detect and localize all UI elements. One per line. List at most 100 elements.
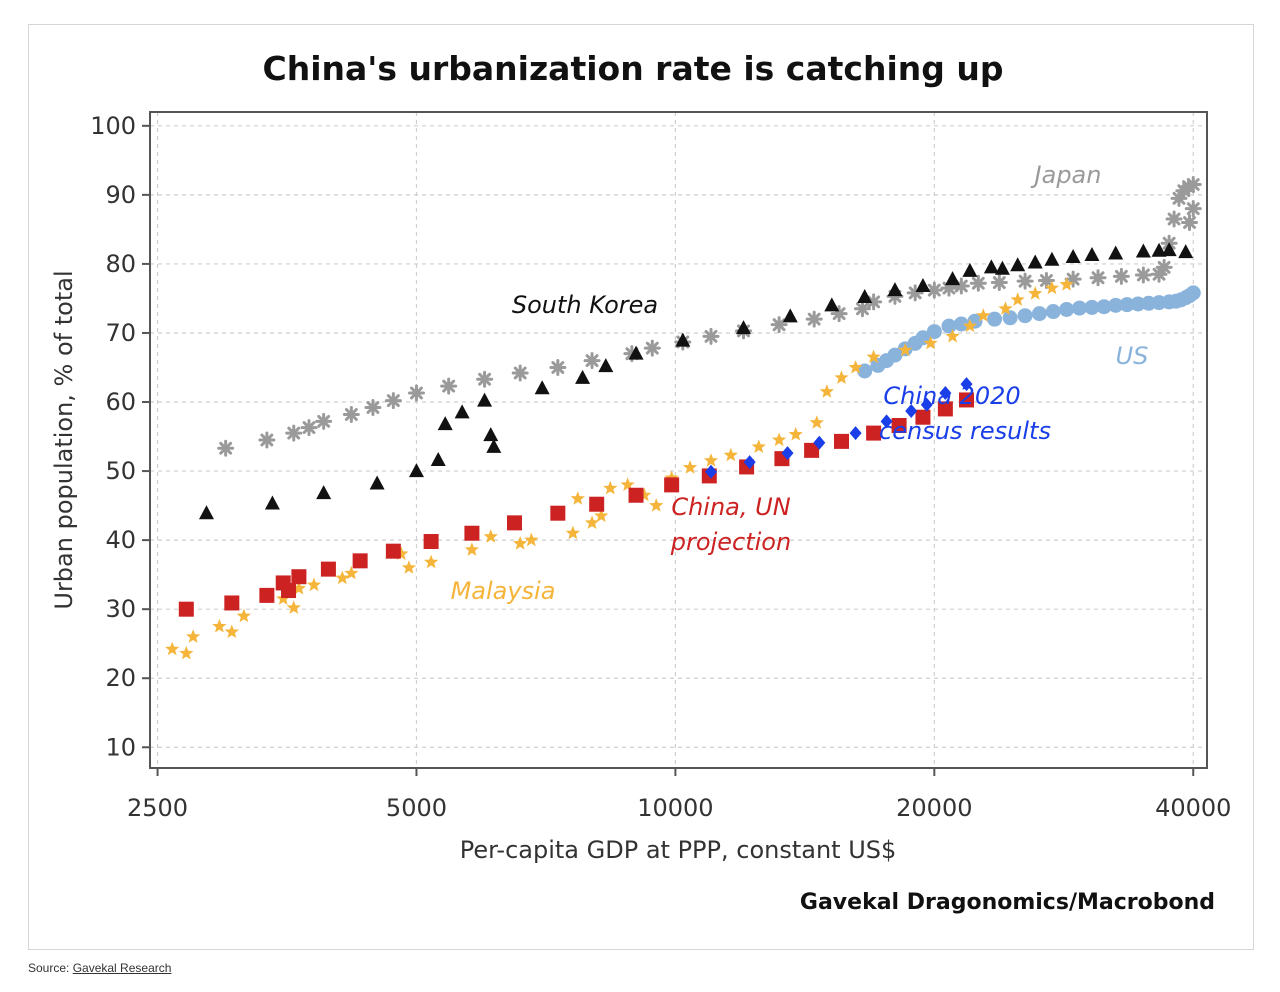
data-point: [300, 419, 318, 437]
series-label: China 2020: [883, 382, 1020, 410]
data-point: [570, 491, 585, 505]
data-point: [664, 470, 679, 484]
data-point: [575, 369, 591, 384]
series-malaysia: [165, 277, 1074, 660]
data-point: [1108, 245, 1124, 260]
data-point: [565, 525, 580, 540]
data-point: [781, 446, 794, 461]
data-point: [959, 392, 975, 408]
y-tick-label: 20: [105, 664, 136, 692]
data-point: [1096, 299, 1112, 315]
data-point: [1180, 213, 1198, 231]
data-point: [1130, 296, 1146, 312]
data-point: [589, 496, 605, 512]
data-point: [743, 455, 756, 470]
series-labels: Japan South Korea US China 2020 census resul…: [451, 161, 1149, 605]
chart-frame: [28, 24, 1254, 950]
data-point: [1178, 244, 1194, 259]
x-tick-label: 20000: [896, 794, 972, 822]
series-label: South Korea: [512, 291, 658, 319]
axis-ticks: 10 20 30 40 50 60 70 80 90 100 2500 5000 10000 20000 4…: [90, 112, 1231, 822]
data-point: [464, 542, 479, 556]
data-point: [483, 529, 498, 543]
data-point: [483, 427, 499, 442]
data-point: [286, 600, 301, 614]
data-point: [550, 505, 566, 521]
data-point: [179, 645, 194, 660]
data-point: [1059, 277, 1074, 291]
data-point: [804, 442, 820, 458]
data-point: [394, 546, 409, 560]
y-tick-label: 80: [105, 250, 136, 278]
data-point: [598, 358, 614, 373]
data-point: [1184, 200, 1202, 218]
data-point: [281, 583, 297, 599]
data-point: [960, 377, 973, 392]
data-point: [1010, 257, 1026, 272]
data-point: [865, 293, 883, 311]
data-point: [506, 515, 522, 531]
data-point: [1031, 306, 1047, 322]
data-point: [1150, 265, 1168, 283]
data-point: [1027, 254, 1043, 269]
data-point: [887, 282, 903, 297]
data-point: [1084, 246, 1100, 261]
data-point: [920, 397, 933, 412]
data-point: [770, 316, 788, 334]
x-tick-label: 40000: [1155, 794, 1231, 822]
data-point: [384, 392, 402, 410]
data-point: [1010, 292, 1025, 306]
y-tick-label: 30: [105, 595, 136, 623]
series-us: [857, 285, 1201, 379]
data-point: [703, 453, 719, 467]
data-point: [476, 370, 494, 388]
data-point: [369, 475, 385, 490]
data-point: [291, 581, 306, 595]
data-point: [736, 320, 752, 335]
y-tick-label: 60: [105, 388, 136, 416]
series-china-2020-census-results: [705, 377, 973, 479]
data-point: [702, 327, 720, 345]
y-tick-label: 50: [105, 457, 136, 485]
data-point: [259, 587, 275, 603]
data-point: [198, 505, 214, 520]
data-point: [1016, 272, 1034, 290]
data-point: [945, 328, 960, 343]
data-point: [751, 439, 766, 453]
data-point: [1065, 249, 1081, 264]
data-point: [866, 425, 882, 441]
data-point: [664, 477, 680, 493]
data-point: [987, 311, 1003, 327]
data-point: [316, 485, 332, 500]
x-axis-label: Per-capita GDP at PPP, constant US$: [460, 836, 897, 864]
data-point: [1112, 267, 1130, 285]
data-point: [849, 426, 862, 441]
data-point: [819, 384, 834, 398]
data-point: [454, 404, 470, 419]
data-point: [675, 332, 691, 347]
data-point: [925, 281, 943, 299]
data-point: [408, 463, 424, 478]
data-point: [969, 274, 987, 292]
y-tick-label: 70: [105, 319, 136, 347]
data-point: [628, 487, 644, 503]
x-tick-label: 5000: [386, 794, 447, 822]
source-line: Source: Gavekal Research: [28, 961, 171, 975]
gridlines: [150, 112, 1207, 768]
data-point: [866, 349, 881, 364]
data-point: [1108, 297, 1124, 313]
source-label: Source:: [28, 961, 70, 975]
data-point: [285, 424, 303, 442]
series-china-un-projection: [178, 392, 975, 617]
data-point: [407, 384, 425, 402]
data-point: [224, 624, 239, 638]
data-point: [953, 316, 969, 332]
source-link[interactable]: Gavekal Research: [72, 961, 172, 975]
data-point: [352, 553, 368, 569]
data-point: [511, 364, 529, 382]
series-label: Malaysia: [451, 577, 556, 605]
data-point: [186, 629, 201, 643]
data-point: [1184, 176, 1202, 194]
data-point: [898, 342, 913, 357]
data-point: [990, 274, 1008, 292]
